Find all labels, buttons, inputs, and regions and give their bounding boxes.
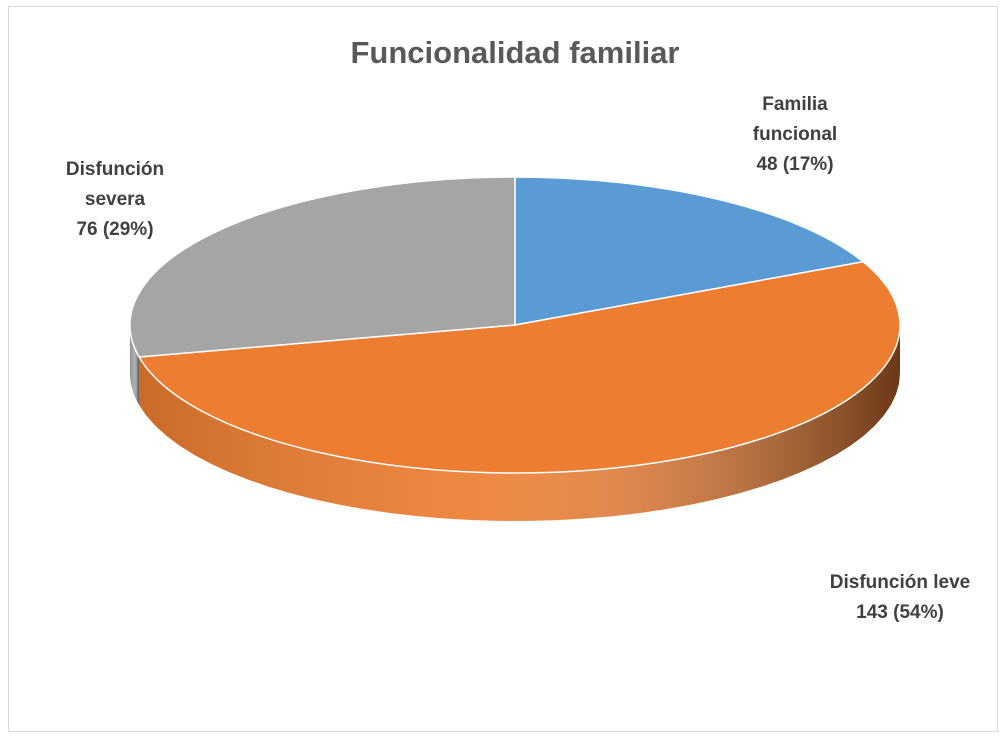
slice-top (129, 176, 516, 358)
slice-side-shade (130, 325, 140, 405)
data-label: 143 (54%) (856, 602, 944, 623)
slice-top (514, 176, 865, 326)
chart-title: Funcionalidad familiar (351, 35, 680, 70)
slice-side-shade (139, 325, 901, 521)
slice (514, 176, 865, 326)
slice (129, 176, 516, 405)
chart-frame (8, 6, 998, 732)
data-label: 76 (29%) (76, 219, 154, 240)
category-label: Disfunción severa (65, 159, 165, 210)
data-label: 48 (17%) (756, 154, 834, 175)
category-label: Disfunción leve (829, 572, 971, 593)
slice-top (137, 260, 901, 474)
category-label: Familia funcional (752, 94, 838, 145)
slice (137, 260, 901, 521)
